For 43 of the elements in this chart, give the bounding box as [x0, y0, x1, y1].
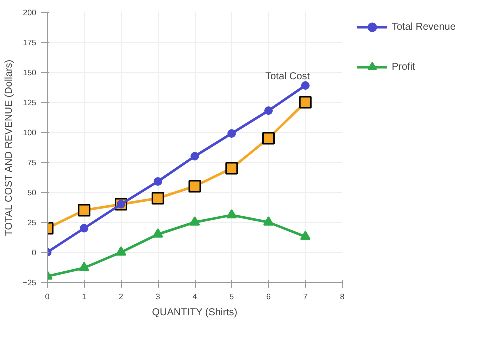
point: [264, 216, 274, 226]
x-tick-label: 8: [340, 292, 346, 302]
y-axis-title: TOTAL COST AND REVENUE (Dollars): [4, 60, 15, 236]
y-tick-label: 75: [28, 158, 38, 168]
point: [228, 129, 236, 138]
point: [152, 192, 164, 205]
legend-label: Profit: [392, 62, 416, 72]
y-tick-label: 50: [28, 188, 38, 198]
y-tick-label: 0: [32, 248, 38, 258]
point: [264, 106, 273, 116]
point: [154, 177, 162, 186]
x-tick-label: 5: [230, 292, 235, 302]
point: [300, 230, 311, 240]
x-tick-label: 2: [119, 292, 124, 302]
x-tick-label: 1: [82, 292, 88, 302]
x-tick-label: 6: [266, 292, 272, 302]
y-tick-label: 150: [23, 68, 38, 78]
x-tick-label: 3: [156, 292, 161, 302]
y-tick-label: 200: [23, 8, 38, 18]
y-tick-label: 25: [28, 218, 38, 228]
x-tick-label: 4: [192, 292, 198, 302]
x-axis-title: QUANTITY (Shirts): [152, 308, 238, 318]
legend-label: Total Revenue: [392, 22, 456, 32]
point: [78, 204, 91, 217]
y-tick-label: 100: [23, 128, 38, 138]
y-tick-label: −25: [22, 278, 38, 288]
y-tick-label: 125: [23, 98, 38, 108]
annotation: Total Cost: [266, 72, 310, 82]
point: [116, 246, 126, 256]
point: [301, 81, 310, 90]
point: [190, 216, 200, 226]
point: [80, 224, 89, 233]
y-tick-label: 175: [23, 38, 38, 48]
point: [152, 228, 164, 238]
point: [299, 96, 312, 109]
point: [262, 132, 275, 145]
x-tick-label: 7: [303, 292, 308, 302]
point: [226, 162, 238, 175]
point: [226, 209, 238, 219]
point: [190, 152, 200, 161]
point: [188, 180, 202, 193]
point: [79, 262, 90, 272]
x-tick-label: 0: [45, 292, 50, 302]
